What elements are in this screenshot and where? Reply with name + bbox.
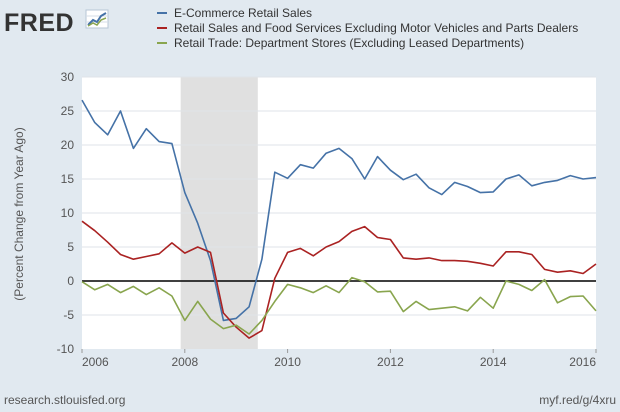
legend-label: E-Commerce Retail Sales <box>174 6 312 20</box>
x-tick-label: 2010 <box>274 355 301 369</box>
legend-label: Retail Trade: Department Stores (Excludi… <box>174 36 524 50</box>
gridlines <box>82 76 596 316</box>
y-tick-label: 25 <box>61 104 75 118</box>
x-tick-label: 2016 <box>569 355 596 369</box>
fred-logo-text: FRED <box>4 9 74 37</box>
y-axis-title: (Percent Change from Year Ago) <box>12 127 26 300</box>
x-tick-label: 2014 <box>480 355 507 369</box>
x-tick-label: 2006 <box>82 355 109 369</box>
y-tick-label: 15 <box>61 172 75 186</box>
y-axis-ticks: -10 -5 0 5 10 15 20 25 30 <box>57 70 75 356</box>
y-tick-label: 5 <box>67 240 74 254</box>
x-tick-label: 2012 <box>377 355 404 369</box>
series-layer <box>81 99 597 339</box>
y-tick-label: -5 <box>63 308 74 322</box>
fred-chart-icon <box>85 9 109 29</box>
x-tick-label: 2008 <box>171 355 198 369</box>
footer-short-link[interactable]: myf.red/g/4xru <box>539 393 616 407</box>
legend-label: Retail Sales and Food Services Excluding… <box>174 21 578 35</box>
y-tick-label: 0 <box>67 274 74 288</box>
y-tick-label: -10 <box>57 342 75 356</box>
series-line-1[interactable] <box>81 99 597 322</box>
y-tick-label: 10 <box>61 206 75 220</box>
footer-source[interactable]: research.stlouisfed.org <box>4 393 125 407</box>
fred-logo[interactable]: FRED <box>4 9 109 37</box>
series-line-3[interactable] <box>81 276 597 335</box>
y-tick-label: 20 <box>61 138 75 152</box>
series-line-2[interactable] <box>81 220 597 339</box>
y-tick-label: 30 <box>61 70 75 84</box>
x-axis-ticks: 2006 2008 2010 2012 2014 2016 <box>81 349 597 369</box>
